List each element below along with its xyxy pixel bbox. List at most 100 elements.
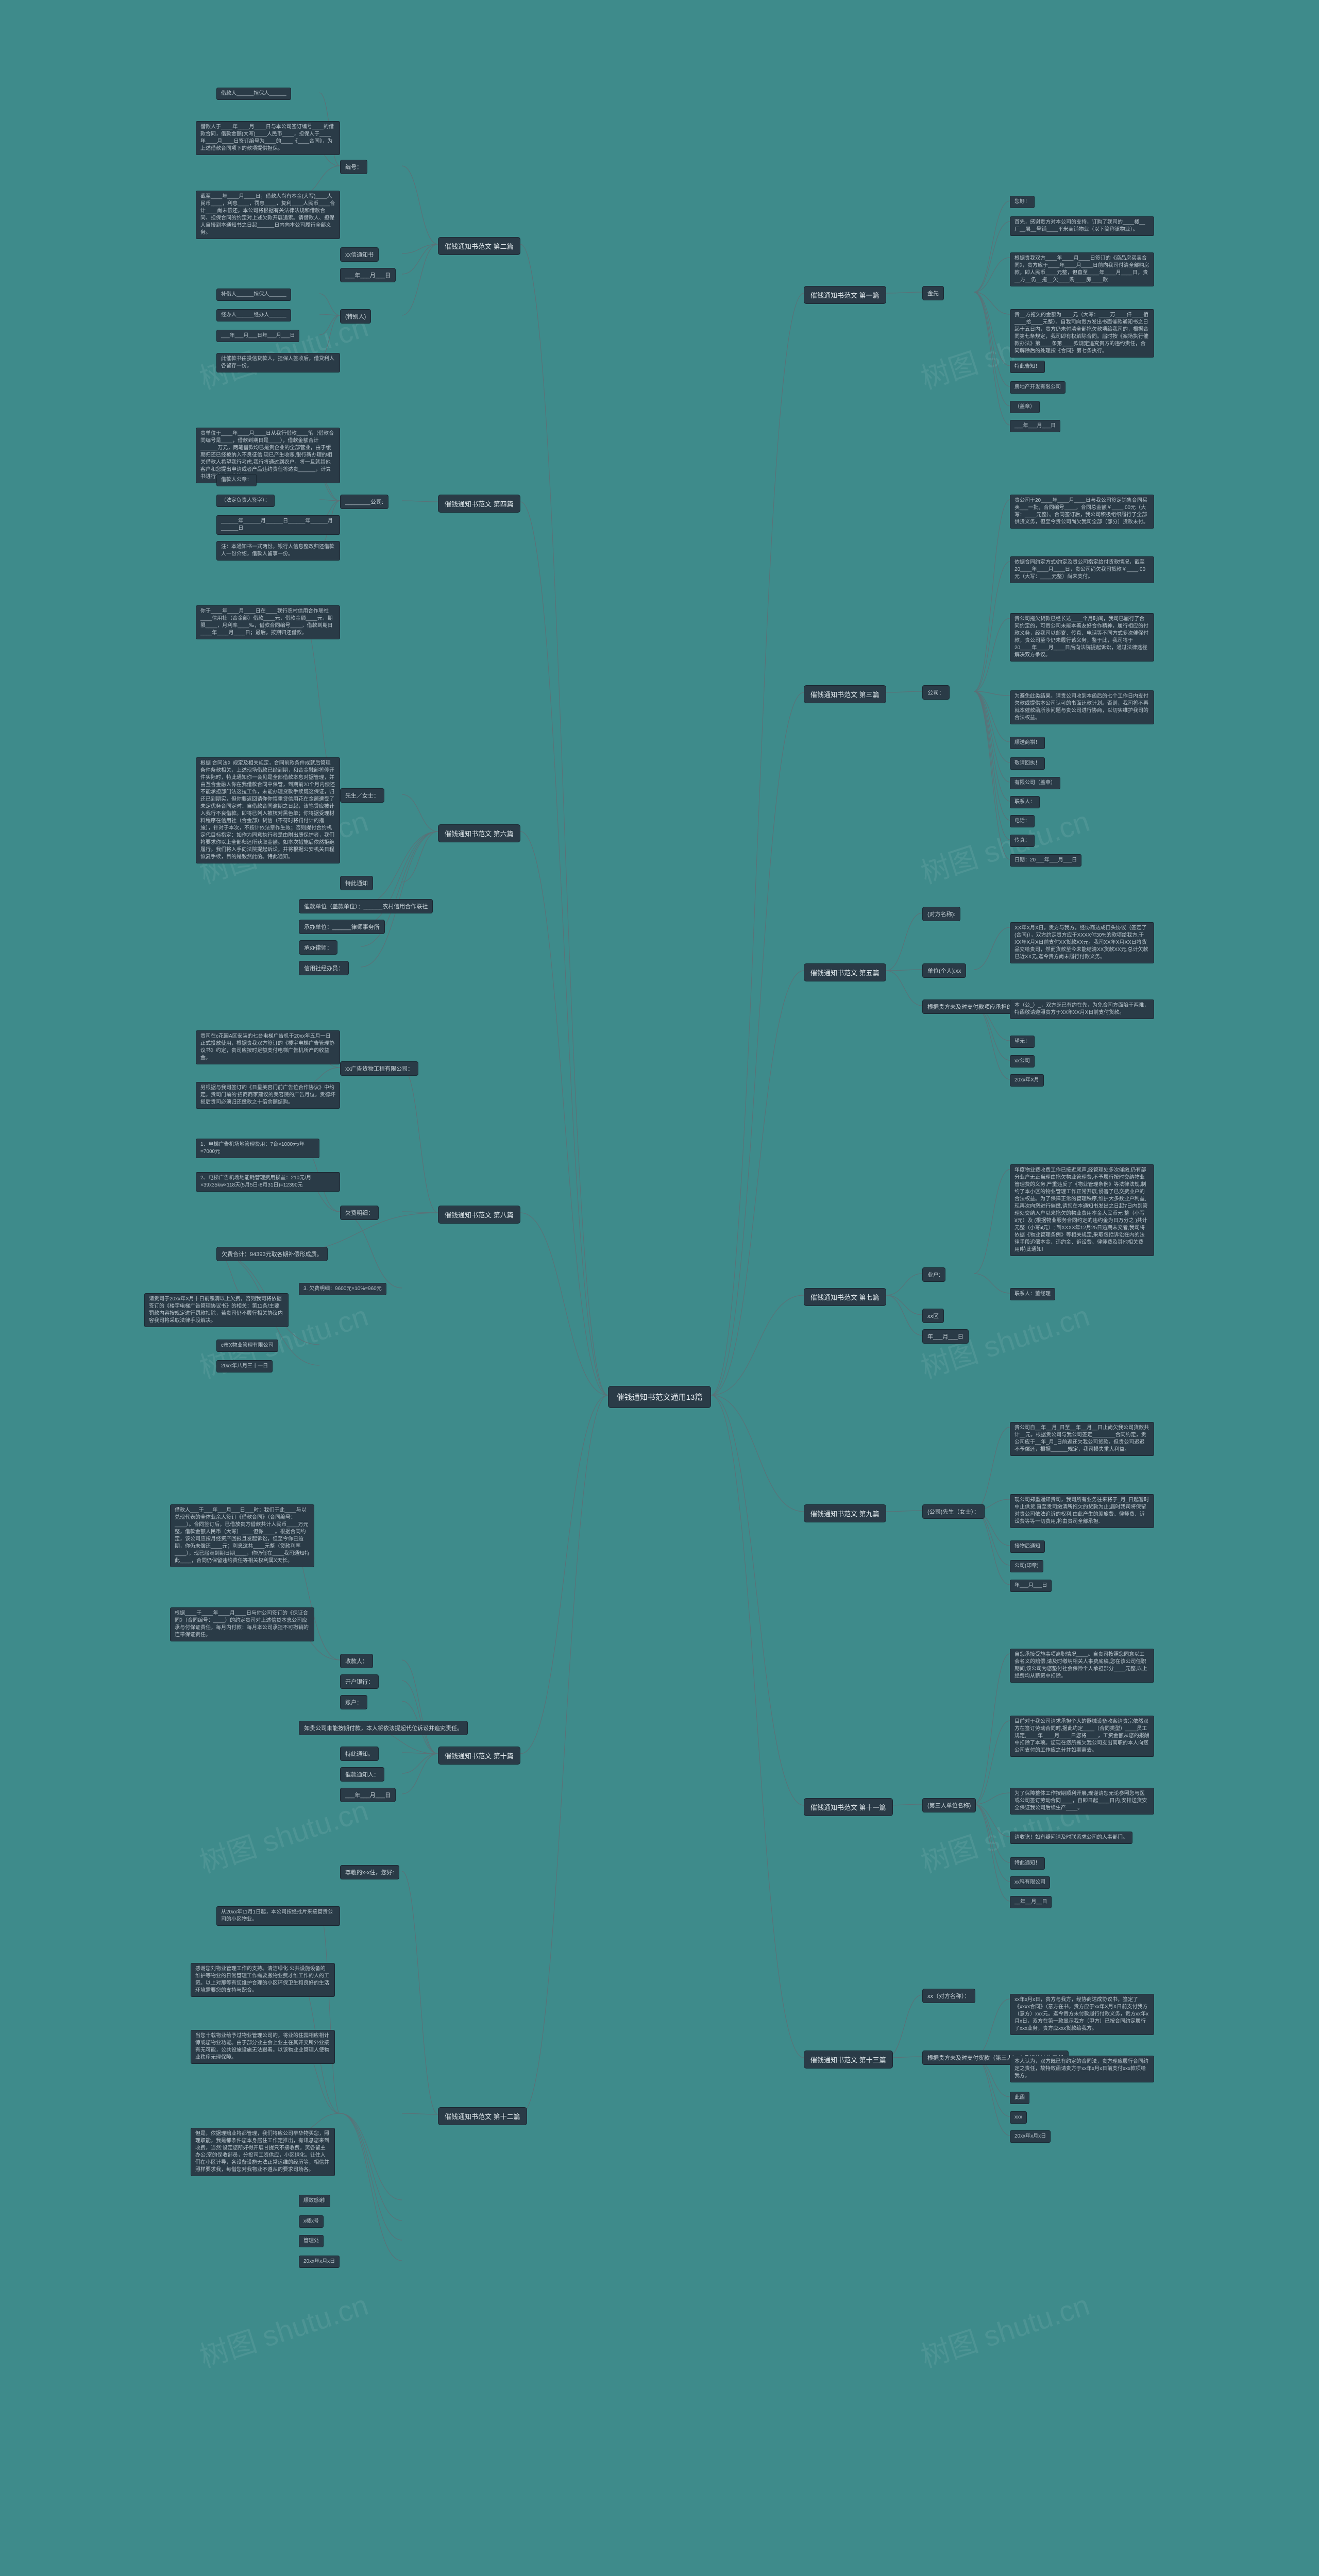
branch-node: 催钱通知书范文 第十三篇 <box>804 2050 893 2069</box>
leaf-node: 依据合同约定方式/约定及贵公司指定给付货款情况，截至20____年____月__… <box>1010 556 1154 583</box>
sub-node: ________公司: <box>340 495 388 509</box>
connector-layer <box>0 0 1319 2576</box>
branch-node: 催钱通知书范文 第六篇 <box>438 824 520 842</box>
leaf-node: 20xx年x月x日 <box>1010 2130 1051 2143</box>
sub-node: 信用社经办员： <box>299 961 349 975</box>
sub-node: (特别人) <box>340 309 371 324</box>
leaf-node: 借款人公章： <box>216 474 257 486</box>
leaf-node: 借款人于____年____月____日与本公司签订编号____的借款合同，借款金… <box>196 121 340 155</box>
branch-node: 催钱通知书范文 第二篇 <box>438 237 520 255</box>
leaf-node: 2、电梯广告机场地能耗管理费用损益：210元/月×39x35kw×118天(5月… <box>196 1172 340 1192</box>
sub-node: 单位(个人):xx <box>922 963 966 978</box>
leaf-node: 感谢您刘物业管理工作的支持。清洁绿化.公共设施设备的维护等物业的日常管理工作需要… <box>191 1963 335 1997</box>
leaf-node: 房地产开发有限公司 <box>1010 381 1066 394</box>
leaf-node: 你于____年____月____日在____我行农村信用合作联社____信用社（… <box>196 605 340 639</box>
leaf-node: 贵公司于20____年____月____日与我公司签定销售合同买卖___一批，合… <box>1010 495 1154 529</box>
leaf-node: 目前对于我公司请求承担个人的器械设备收案请贵宗依然双方在签订劳动合同时,据此约定… <box>1010 1716 1154 1757</box>
leaf-node: 请贵司于20xx年X月十日前缴清以上欠费，否则我司将依据签订的《楼宇电梯广告管理… <box>144 1293 289 1327</box>
leaf-node: 贵司在c花园A区安装的七台电梯广告机于20xx年五月一日正式投放使用，根据贵我双… <box>196 1030 340 1064</box>
sub-node: 特此通知。 <box>340 1747 379 1761</box>
branch-node: 催钱通知书范文 第十篇 <box>438 1747 520 1765</box>
leaf-node: 贵公司拖欠货款已经长达____个月时间，我司已履行了合同约定的，可贵公司未能本着… <box>1010 613 1154 662</box>
sub-node: (公司)先生（女士）： <box>922 1504 985 1519</box>
leaf-node: 经办人______经办人______ <box>216 309 291 321</box>
leaf-node: 但是，依据理赔业将都管理，我们将应公司早华物买您，照理职能，我是都条件您本身居住… <box>191 2128 335 2176</box>
sub-node: 尊敬的x-x住，您好: <box>340 1865 399 1879</box>
leaf-node: 联系人： <box>1010 796 1040 808</box>
watermark: 树图 shutu.cn <box>194 2282 373 2376</box>
leaf-node: xx公司 <box>1010 1055 1035 1067</box>
leaf-node: 电话： <box>1010 815 1035 827</box>
leaf-node: ______年______月______日______年______月_____… <box>216 515 340 535</box>
leaf-node: 根据贵我双方____年____月____日签订的《商品房买卖合同》，贵方应于__… <box>1010 252 1154 286</box>
leaf-node: 顺送商祺！ <box>1010 737 1045 749</box>
leaf-node: 传真： <box>1010 835 1035 847</box>
leaf-node: 当您十载物业给予过物业管理公司的，将业的住园相应相计惊或您物业功能。由于部分业主… <box>191 2030 335 2064</box>
leaf-node: （盖章） <box>1010 401 1040 413</box>
leaf-node: 年度物业费收费工作已接近尾声,经管理处多次催缴,仍有部分业户无正当理由拖欠物业管… <box>1010 1164 1154 1256</box>
sub-node: 催款通知人： <box>340 1767 384 1782</box>
leaf-node: 此催款书由投信贷款人，担保人签收后，借贷利人各留存一份。 <box>216 353 340 372</box>
leaf-node: 3. 欠费明细：9600元×10%=960元 <box>299 1283 386 1295</box>
center-node: 催钱通知书范文通用13篇 <box>608 1386 711 1408</box>
leaf-node: 注：本通知书一式两份。银行人信息整改归还借款人一份介绍，借款人留事一份。 <box>216 541 340 561</box>
sub-node: 欠费合计：94393元取各期补偿形成质。 <box>216 1247 328 1261</box>
leaf-node: 您好！ <box>1010 196 1035 208</box>
leaf-node: 管理处 <box>299 2235 324 2247</box>
leaf-node: XX年X月X日，贵方与我方，经协商达成口头协议（签定了(合同)），双方约定贵方应… <box>1010 922 1154 963</box>
leaf-node: 借款人___于___年___月___日___时：我们于此____与以兑现代表的全… <box>170 1504 314 1567</box>
leaf-node: xx科有限公司 <box>1010 1876 1050 1889</box>
leaf-node: 现公司郑重通知贵司，我司所有业务往来将于_月_日起暂时中止供货,直至贵司缴清所拖… <box>1010 1494 1154 1528</box>
sub-node: 催款单位（盖款单位）：______农村信用合作联社 <box>299 899 433 913</box>
leaf-node: 贵公司自__年__月_日至__年__月__日止尚欠我公司货款共计__元，根据贵公… <box>1010 1422 1154 1456</box>
leaf-node: 根据____于____年____月____日与你公司签订的《保证合同》（合同编号… <box>170 1607 314 1641</box>
branch-node: 催钱通知书范文 第八篇 <box>438 1206 520 1224</box>
leaf-node: __年__月__日 <box>1010 1896 1052 1908</box>
sub-node: xx（对方名称）： <box>922 1989 975 2003</box>
leaf-node: 20xx年x月x日 <box>299 2256 340 2268</box>
watermark: 树图 shutu.cn <box>915 799 1094 892</box>
leaf-node: 20xx年X月 <box>1010 1074 1044 1087</box>
leaf-node: 20xx年八月三十一日 <box>216 1360 273 1372</box>
sub-node: 开户银行： <box>340 1674 379 1689</box>
leaf-node: （法定负责人签字）： <box>216 495 275 507</box>
leaf-node: 联系人：董经理 <box>1010 1288 1055 1300</box>
leaf-node: 补借人______担保人______ <box>216 289 291 301</box>
sub-node: xx信通知书 <box>340 247 379 262</box>
sub-node: 年___月___日 <box>922 1329 969 1344</box>
leaf-node: xx年x月x日，贵方与我方，经协商达成协议书，签定了《xxxx合同》（意方在书。… <box>1010 1994 1154 2035</box>
leaf-node: 从20xx年11月1日起，本公司按经批片来接管贵公司的小区物业。 <box>216 1906 340 1926</box>
leaf-node: 顺致感谢! <box>299 2195 330 2207</box>
leaf-node: 敬请回执！ <box>1010 757 1045 770</box>
leaf-node: 根据 合同法》规定及相关规定，合同前款条件成就后管理条件条款相关，上述现场借款已… <box>196 757 340 863</box>
leaf-node: 本（公_）_，双方既已有约在先，为免合司方面陷于两难，特函敬请遵照贵方于XX年X… <box>1010 999 1154 1019</box>
branch-node: 催钱通知书范文 第九篇 <box>804 1504 886 1522</box>
leaf-node: 特此告知！ <box>1010 361 1045 373</box>
leaf-node: 为避免此类结果，请贵公司收到本函后的七个工作日内支付欠款或提供本公司认可的书面还… <box>1010 690 1154 724</box>
sub-node: 特此通知 <box>340 876 373 890</box>
leaf-node: 为了保障整体工作按期顺利开展,现谨请您无论参照您与医或公司签订劳动合同____，… <box>1010 1788 1154 1815</box>
leaf-node: 接物后通知 <box>1010 1540 1045 1553</box>
leaf-node: 截至____年____月____日，借款人尚有本金(大写)____人民币____… <box>196 191 340 239</box>
leaf-node: c市X物业管理有限公司 <box>216 1340 278 1352</box>
leaf-node: xxx <box>1010 2111 1027 2124</box>
branch-node: 催钱通知书范文 第十一篇 <box>804 1798 893 1816</box>
sub-node: ___年___月___日 <box>340 268 396 282</box>
branch-node: 催钱通知书范文 第四篇 <box>438 495 520 513</box>
sub-node: 账户： <box>340 1695 367 1709</box>
leaf-node: 自您承接受施事项离职情况____。自贵司按照您同意以工会名义的赔偿,请及时缴纳相… <box>1010 1649 1154 1683</box>
leaf-node: 望无！ <box>1010 1036 1035 1048</box>
sub-node: (对方名称): <box>922 907 960 921</box>
leaf-node: 公司(印章) <box>1010 1560 1043 1572</box>
leaf-node: 首先，感谢贵方对本公司的支持，订购了我司的____楼__厂__层__号铺____… <box>1010 216 1154 236</box>
sub-node: 欠费明细： <box>340 1206 379 1220</box>
branch-node: 催钱通知书范文 第十二篇 <box>438 2107 527 2125</box>
leaf-node: 此函 <box>1010 2092 1029 2104</box>
sub-node: 承办律师： <box>299 940 337 955</box>
leaf-node: 借款人______担保人______ <box>216 88 291 100</box>
sub-node: 收款人： <box>340 1654 373 1668</box>
leaf-node: 特此通知！ <box>1010 1857 1045 1870</box>
leaf-node: 请收讫！如有疑问请及时联系求公司的人事部门。 <box>1010 1832 1132 1844</box>
leaf-node: 本人认为，双方既已有约定的合同法，贵方理应履行合同约定之责任，故特致函请贵方于x… <box>1010 2056 1154 2082</box>
leaf-node: 另根据与我司签订的《日星美容门前广告位合作协议》中约定。贵司门前的'招商商家建议… <box>196 1082 340 1109</box>
